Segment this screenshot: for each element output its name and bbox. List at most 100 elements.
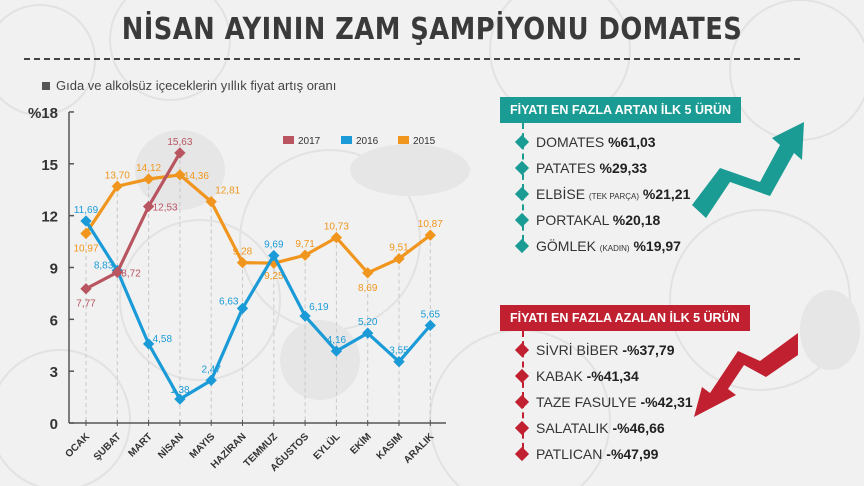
x-tick-label: KASIM — [375, 431, 406, 462]
data-label: 7,77 — [76, 299, 96, 310]
x-tick-label: ŞUBAT — [92, 431, 124, 463]
product-value: -%46,66 — [612, 420, 665, 436]
product-name: PATLICAN — [536, 446, 603, 462]
product-name: GÖMLEK — [536, 238, 596, 254]
data-label: 14,36 — [184, 171, 209, 182]
legend-label: 2017 — [298, 136, 321, 147]
x-tick-label: EYLÜL — [310, 430, 342, 462]
list-item: PORTAKAL %20,18 — [514, 207, 741, 233]
y-tick-label: 6 — [50, 312, 58, 329]
y-tick-label: %18 — [28, 105, 58, 122]
legend-label: 2016 — [356, 136, 379, 147]
product-name: KABAK — [536, 368, 583, 384]
data-label: 4,58 — [153, 334, 173, 345]
subtitle-text: Gıda ve alkolsüz içeceklerin yıllık fiya… — [56, 78, 337, 93]
data-point-marker — [174, 169, 186, 181]
list-item: DOMATES %61,03 — [514, 129, 741, 155]
diamond-bullet-icon — [514, 368, 530, 384]
list-item: GÖMLEK (KADIN) %19,97 — [514, 233, 741, 259]
data-label: 2,47 — [201, 364, 221, 375]
data-label: 9,69 — [264, 240, 284, 251]
product-name: DOMATES — [536, 134, 605, 150]
x-tick-label: EKİM — [347, 430, 374, 457]
product-value: %29,33 — [599, 160, 648, 176]
list-item: KABAK -%41,34 — [514, 363, 750, 389]
legend-label: 2015 — [413, 136, 436, 147]
data-label: 10,87 — [418, 219, 443, 230]
data-point-marker — [80, 283, 92, 295]
diamond-bullet-icon — [514, 394, 530, 410]
product-value: %20,18 — [612, 212, 661, 228]
data-point-marker — [299, 249, 311, 261]
product-value: %21,21 — [642, 186, 691, 202]
y-tick-label: 0 — [50, 416, 58, 433]
x-tick-label: NİSAN — [155, 430, 186, 461]
data-label: 4,16 — [327, 335, 347, 346]
arrow-up-zigzag-icon — [692, 122, 804, 218]
chart-subtitle: Gıda ve alkolsüz içeceklerin yıllık fiya… — [42, 78, 336, 93]
diamond-bullet-icon — [514, 446, 530, 462]
page-title: NİSAN AYININ ZAM ŞAMPİYONU DOMATES — [121, 12, 743, 47]
data-label: 9,25 — [264, 271, 284, 282]
series-line-2015 — [84, 173, 432, 275]
decrease-list: SİVRİ BİBER -%37,79 KABAK -%41,34 TAZE FAS… — [514, 331, 750, 467]
decrease-panel-header: FİYATI EN FAZLA AZALAN İLK 5 ÜRÜN — [500, 305, 750, 331]
title-divider — [24, 58, 800, 60]
data-point-marker — [142, 173, 155, 185]
diamond-bullet-icon — [514, 212, 530, 228]
product-value: %61,03 — [608, 134, 656, 150]
data-point-marker — [205, 374, 217, 386]
data-label: 15,63 — [167, 137, 192, 148]
product-note: (TEK PARÇA) — [588, 192, 639, 201]
data-label: 8,83 — [94, 260, 114, 271]
data-label: 6,19 — [309, 302, 329, 313]
data-point-marker — [174, 147, 186, 159]
product-name: ELBİSE — [536, 186, 586, 202]
data-label: 8,69 — [358, 283, 378, 294]
data-point-marker — [205, 195, 217, 208]
product-value: -%37,79 — [622, 342, 675, 358]
list-item: PATATES %29,33 — [514, 155, 741, 181]
data-point-marker — [142, 200, 155, 213]
increase-list: DOMATES %61,03 PATATES %29,33 ELBİSE (TEK … — [514, 123, 741, 259]
data-point-marker — [236, 302, 249, 315]
x-tick-label: OCAK — [64, 431, 93, 460]
increase-panel: FİYATI EN FAZLA ARTAN İLK 5 ÜRÜN DOMATES… — [500, 97, 742, 259]
list-item: ELBİSE (TEK PARÇA) %21,21 — [514, 181, 741, 207]
data-label: 10,97 — [73, 243, 98, 254]
diamond-bullet-icon — [514, 186, 530, 202]
x-tick-label: MAYIS — [188, 431, 218, 461]
diamond-bullet-icon — [514, 420, 530, 436]
y-tick-label: 15 — [41, 157, 58, 174]
y-tick-label: 9 — [50, 260, 58, 277]
data-point-marker — [268, 249, 280, 262]
product-name: PORTAKAL — [536, 212, 609, 228]
subtitle-bullet-icon — [42, 82, 50, 90]
product-note: (KADIN) — [599, 244, 630, 253]
arrow-down-zigzag-icon — [694, 333, 798, 417]
data-label: 9,51 — [389, 243, 409, 254]
product-name: PATATES — [536, 160, 596, 176]
data-point-marker — [362, 267, 374, 279]
diamond-bullet-icon — [514, 238, 530, 254]
diamond-bullet-icon — [514, 160, 530, 176]
data-label: 14,12 — [136, 163, 161, 174]
data-point-marker — [393, 355, 405, 368]
data-point-marker — [424, 229, 436, 241]
data-point-marker — [142, 338, 155, 350]
data-point-marker — [424, 319, 436, 332]
data-point-marker — [330, 231, 343, 244]
list-item: SİVRİ BİBER -%37,79 — [514, 337, 750, 363]
list-item: SALATALIK -%46,66 — [514, 415, 750, 441]
data-label: 6,63 — [219, 296, 239, 307]
product-value: -%47,99 — [606, 446, 659, 462]
data-label: 3,55 — [389, 346, 409, 357]
data-label: 12,53 — [153, 202, 178, 213]
diamond-bullet-icon — [514, 134, 530, 150]
product-value: %19,97 — [633, 238, 681, 254]
decrease-panel: FİYATI EN FAZLA AZALAN İLK 5 ÜRÜN SİVRİ … — [500, 305, 750, 467]
data-label: 1,38 — [170, 385, 190, 396]
y-tick-label: 3 — [50, 364, 58, 381]
list-item: PATLICAN -%47,99 — [514, 441, 750, 467]
